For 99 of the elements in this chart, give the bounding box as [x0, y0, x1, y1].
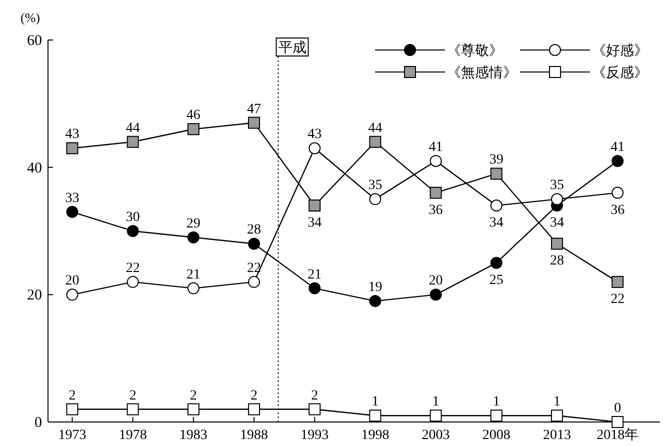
legend-label: 《尊敬》: [447, 43, 503, 59]
data-label: 1: [492, 394, 500, 410]
x-tick-label: 1998: [361, 428, 390, 443]
data-label: 30: [126, 210, 140, 225]
data-label: 21: [308, 267, 322, 282]
data-label: 35: [368, 178, 382, 194]
point: [550, 410, 563, 422]
data-label: 41: [610, 140, 625, 155]
data-label: 28: [550, 254, 564, 269]
point: [248, 238, 260, 250]
data-label: 0: [614, 401, 622, 416]
data-label: 1: [553, 394, 560, 410]
x-tick-label: 1973: [58, 428, 86, 443]
data-label: 34: [489, 216, 504, 231]
data-label: 36: [610, 202, 625, 218]
legend-label: 《好感》: [592, 43, 648, 59]
point: [248, 116, 260, 129]
point: [187, 403, 200, 416]
point: [308, 282, 321, 294]
point: [126, 276, 139, 288]
point: [126, 136, 139, 148]
point: [187, 231, 200, 244]
data-label: 41: [428, 140, 443, 155]
point: [248, 276, 260, 288]
point: [308, 200, 321, 212]
point: [126, 225, 139, 237]
data-label: 25: [489, 272, 504, 288]
point: [187, 282, 200, 294]
data-label: 43: [308, 127, 322, 142]
data-label: 2: [190, 388, 197, 404]
data-label: 1: [432, 394, 440, 410]
data-label: 2: [311, 388, 318, 404]
data-label: 22: [610, 292, 625, 307]
y-tick-label: 40: [27, 160, 42, 176]
data-label: 22: [126, 260, 140, 276]
point: [490, 410, 502, 422]
data-label: 22: [247, 260, 262, 276]
data-label: 43: [65, 127, 80, 142]
point: [248, 403, 260, 416]
point: [612, 154, 624, 167]
data-label: 20: [65, 274, 80, 289]
point: [612, 186, 624, 199]
point: [430, 410, 442, 422]
y-tick-label: 20: [27, 288, 42, 304]
point: [550, 193, 563, 206]
point: [550, 238, 563, 250]
data-label: 46: [186, 108, 200, 124]
point: [612, 416, 624, 428]
point: [490, 168, 502, 180]
point: [490, 200, 502, 212]
data-label: 34: [308, 216, 322, 231]
data-label: 19: [368, 280, 382, 296]
data-label: 2: [68, 388, 76, 404]
point: [66, 403, 78, 416]
data-label: 36: [428, 202, 443, 218]
point: [308, 403, 321, 416]
data-label: 44: [368, 120, 382, 136]
data-label: 29: [186, 216, 200, 232]
data-label: 28: [247, 222, 262, 238]
point: [126, 403, 139, 416]
data-label: 20: [428, 274, 443, 289]
x-tick-label: 1988: [240, 428, 268, 443]
point: [490, 256, 502, 269]
data-label: 2: [129, 388, 136, 404]
point: [430, 186, 442, 199]
data-label: 21: [186, 267, 200, 282]
data-label: 44: [126, 120, 140, 136]
x-tick-label: 2003: [422, 428, 450, 443]
ref-line-label: 平成: [278, 40, 306, 56]
point: [187, 123, 200, 136]
point: [308, 142, 321, 154]
point: [66, 206, 78, 218]
y-tick-label: 0: [34, 415, 42, 431]
x-tick-label: 1983: [179, 428, 208, 443]
x-tick-label: 2018年: [596, 427, 639, 443]
y-tick-label: 60: [27, 33, 42, 49]
data-label: 33: [65, 190, 80, 206]
point: [369, 410, 382, 422]
data-label: 39: [489, 152, 504, 168]
data-label: 1: [372, 394, 379, 410]
x-tick-label: 2013: [542, 428, 571, 443]
x-tick-label: 1993: [300, 428, 329, 443]
point: [369, 295, 382, 308]
point: [66, 142, 78, 154]
point: [369, 193, 382, 206]
point: [369, 136, 382, 148]
data-label: 34: [550, 216, 564, 231]
data-label: 47: [247, 102, 262, 117]
point: [430, 288, 442, 301]
point: [430, 154, 442, 167]
legend-label: 《反感》: [592, 65, 648, 81]
data-label: 2: [250, 388, 258, 404]
point: [66, 288, 78, 301]
x-tick-label: 2008: [482, 428, 510, 443]
x-tick-label: 1978: [118, 428, 147, 443]
point: [612, 276, 624, 288]
y-axis-title: (%): [20, 10, 40, 25]
data-label: 35: [550, 178, 564, 194]
legend-label: 《無感情》: [447, 65, 517, 81]
